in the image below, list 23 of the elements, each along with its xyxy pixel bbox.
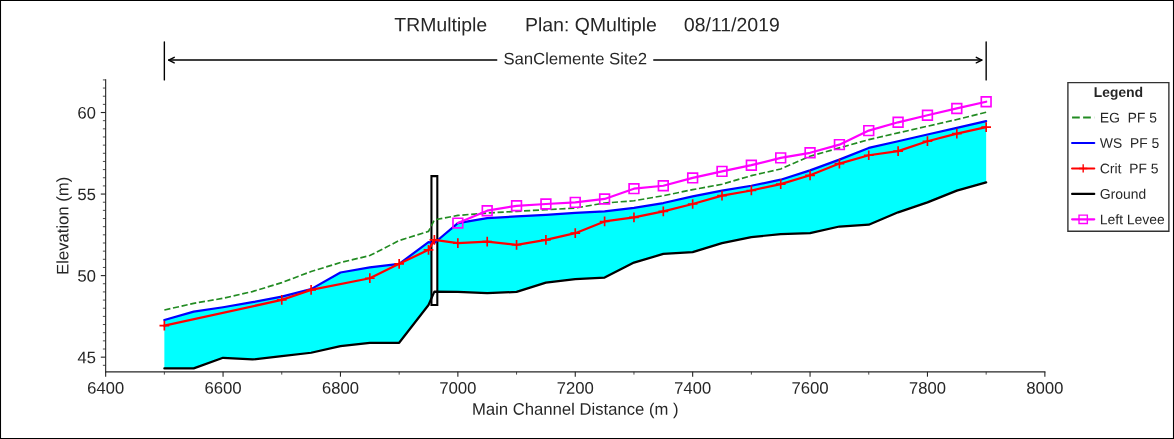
x-tick-label: 8000 xyxy=(1027,382,1063,394)
x-tick-label: 7800 xyxy=(909,382,946,394)
legend-label: Ground xyxy=(1100,188,1146,199)
legend-label: WS PF 5 xyxy=(1099,138,1159,148)
x-tick-label: 7400 xyxy=(674,382,711,394)
text: SanClemente Site2 xyxy=(504,52,647,65)
y-tick-label: 60 xyxy=(78,106,96,119)
x-tick-label: 7000 xyxy=(440,382,476,394)
y-tick-label: 45 xyxy=(77,351,96,364)
x-tick-label: 6400 xyxy=(87,382,124,394)
y-tick-label: 55 xyxy=(78,188,96,201)
x-tick-label: 6600 xyxy=(205,382,241,394)
legend-label: Crit PF 5 xyxy=(1100,163,1158,174)
legend-title: Legend xyxy=(1094,86,1143,100)
x-tick-label: 7600 xyxy=(792,382,828,394)
x-tick-label: 7200 xyxy=(557,382,594,394)
legend-label: EG PF 5 xyxy=(1100,112,1157,123)
x-tick-label: 6800 xyxy=(322,382,359,394)
y-axis-title: Elevation (m) xyxy=(56,177,72,274)
chart-title: TRMultiple Plan: QMultiple 08/11/2019 xyxy=(394,17,779,36)
y-tick-label: 50 xyxy=(78,270,96,282)
legend-label: Left Levee xyxy=(1100,214,1165,225)
x-axis-title: Main Channel Distance (m ) xyxy=(473,402,678,419)
